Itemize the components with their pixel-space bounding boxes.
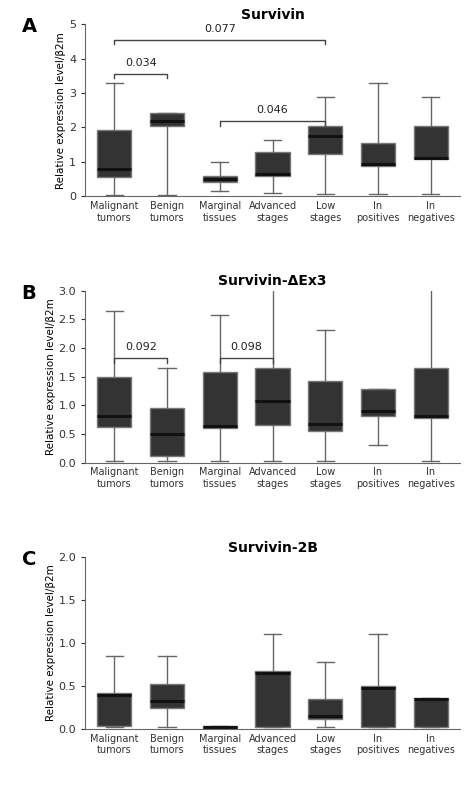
PathPatch shape: [150, 408, 184, 456]
Text: 0.098: 0.098: [230, 342, 262, 352]
Text: A: A: [22, 18, 37, 36]
PathPatch shape: [255, 671, 290, 727]
PathPatch shape: [308, 382, 342, 431]
PathPatch shape: [361, 390, 395, 416]
Text: 0.092: 0.092: [125, 342, 156, 352]
PathPatch shape: [361, 143, 395, 166]
Text: 0.077: 0.077: [204, 24, 236, 34]
PathPatch shape: [414, 698, 448, 727]
Text: B: B: [22, 284, 36, 303]
Title: Survivin-ΔEx3: Survivin-ΔEx3: [219, 274, 327, 288]
PathPatch shape: [97, 693, 131, 726]
Y-axis label: Relative expression level/β2m: Relative expression level/β2m: [56, 32, 66, 189]
Y-axis label: Relative expression level/β2m: Relative expression level/β2m: [46, 298, 56, 455]
PathPatch shape: [97, 377, 131, 427]
PathPatch shape: [308, 699, 342, 718]
PathPatch shape: [308, 126, 342, 154]
Text: 0.046: 0.046: [257, 105, 288, 115]
PathPatch shape: [414, 126, 448, 159]
PathPatch shape: [255, 152, 290, 177]
PathPatch shape: [150, 113, 184, 126]
PathPatch shape: [150, 684, 184, 707]
PathPatch shape: [203, 372, 237, 428]
PathPatch shape: [203, 177, 237, 181]
Text: C: C: [22, 550, 36, 569]
Title: Survivin-2B: Survivin-2B: [228, 540, 318, 555]
Title: Survivin: Survivin: [241, 8, 304, 22]
PathPatch shape: [414, 368, 448, 418]
PathPatch shape: [97, 130, 131, 177]
PathPatch shape: [361, 686, 395, 727]
Y-axis label: Relative expression level/β2m: Relative expression level/β2m: [46, 565, 56, 722]
Text: 0.034: 0.034: [125, 58, 156, 68]
PathPatch shape: [255, 368, 290, 425]
PathPatch shape: [203, 726, 237, 728]
